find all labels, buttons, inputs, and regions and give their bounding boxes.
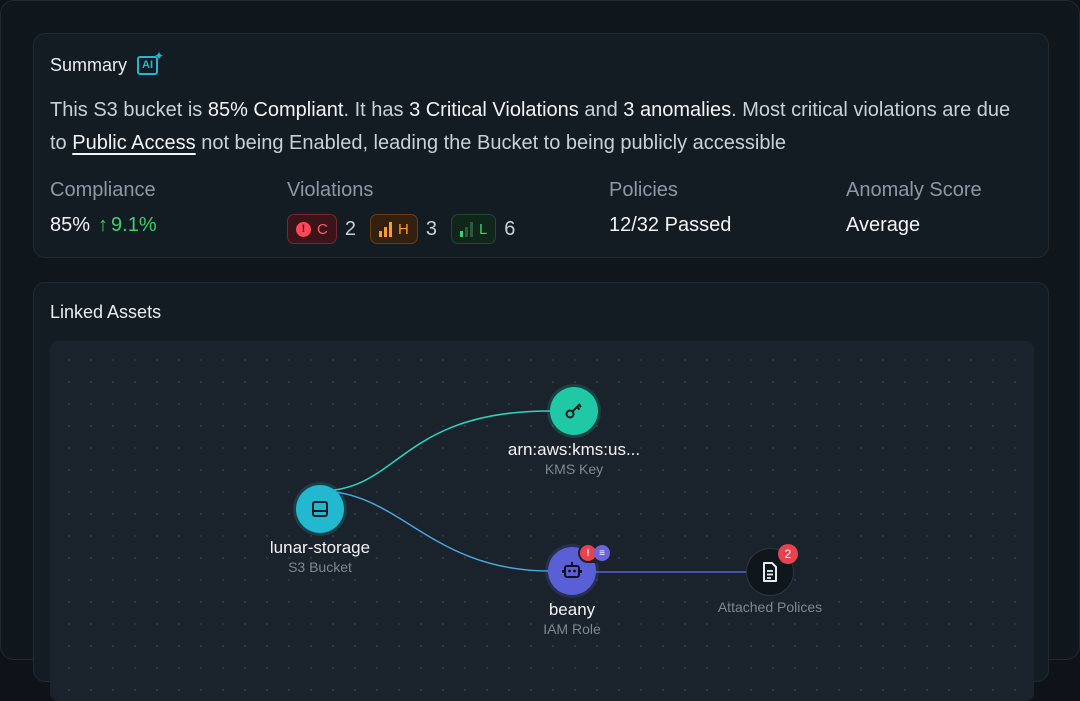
critical-severity-badge[interactable]: ! C — [287, 214, 337, 244]
iam-role-type: IAM Role — [543, 621, 601, 637]
high-severity-badge[interactable]: H — [369, 214, 418, 244]
violations-value-row: ! C 2 H 3 L 6 — [287, 214, 529, 244]
sparkle-icon: ✦ — [153, 49, 165, 63]
robot-icon — [562, 562, 582, 578]
low-severity-badge[interactable]: L — [450, 214, 497, 244]
attached-policies-label[interactable]: Attached Polices — [717, 599, 823, 615]
summary-text-part: This S3 bucket is — [50, 99, 208, 121]
arrow-up-icon: ↑ — [98, 214, 109, 236]
anomaly-icon: ≡ — [594, 545, 610, 561]
signal-bars-low-icon — [459, 221, 473, 237]
summary-text-part: not being Enabled, leading the Bucket to… — [195, 132, 787, 154]
ai-icon-text: AI — [137, 56, 159, 75]
summary-anomalies-highlight: 3 anomalies — [623, 99, 732, 121]
alert-circle-icon: ! — [296, 221, 311, 237]
kms-key-type: KMS Key — [544, 461, 604, 477]
high-count: 3 — [425, 217, 437, 240]
summary-text: This S3 bucket is 85% Compliant. It has … — [50, 94, 1030, 160]
iam-alert-badges[interactable]: ! ≡ — [578, 543, 612, 563]
summary-compliance-highlight: 85% Compliant — [207, 99, 344, 121]
anomaly-score-metric: Anomaly Score Average — [846, 179, 982, 237]
summary-card: Summary AI ✦ This S3 bucket is 85% Compl… — [33, 33, 1049, 258]
compliance-metric: Compliance 85% ↑ 9.1% — [50, 179, 157, 237]
signal-bars-high-icon — [378, 221, 392, 237]
iam-role-name[interactable]: beany — [548, 600, 596, 619]
public-access-link[interactable]: Public Access — [72, 132, 196, 154]
high-letter: H — [397, 220, 409, 238]
key-icon — [565, 403, 582, 419]
summary-text-part: . Most critical violations are due to — [50, 99, 1011, 154]
asset-graph-canvas[interactable]: lunar-storage S3 Bucket arn:aws:kms:us..… — [50, 341, 1034, 701]
edge-bucket-kms — [319, 410, 551, 492]
violations-metric: Violations ! C 2 H 3 L — [287, 179, 529, 244]
compliance-value-row: 85% ↑ 9.1% — [50, 214, 157, 237]
s3-bucket-type: S3 Bucket — [288, 559, 352, 575]
violations-label: Violations — [287, 179, 374, 201]
critical-letter: C — [317, 220, 328, 238]
linked-assets-card: Linked Assets lunar-storage S3 Bucket — [33, 282, 1049, 701]
anomaly-score-label: Anomaly Score — [846, 179, 982, 201]
policies-metric: Policies 12/32 Passed — [609, 179, 731, 237]
summary-title: Summary — [50, 54, 128, 75]
summary-header: Summary AI ✦ — [50, 49, 165, 77]
summary-violations-highlight: 3 Critical Violations — [409, 99, 579, 121]
compliance-label: Compliance — [50, 179, 156, 201]
linked-assets-title: Linked Assets — [50, 302, 162, 322]
low-letter: L — [478, 220, 488, 238]
policies-label: Policies — [609, 179, 678, 201]
s3-bucket-name[interactable]: lunar-storage — [269, 538, 371, 557]
storage-icon — [312, 501, 328, 517]
alert-icon: ! — [580, 545, 596, 561]
summary-text-part: . It has — [343, 99, 410, 121]
s3-bucket-node[interactable] — [296, 485, 344, 533]
ai-sparkle-icon[interactable]: AI ✦ — [137, 49, 165, 77]
critical-count: 2 — [344, 217, 356, 240]
summary-text-part: and — [578, 99, 624, 121]
kms-key-node[interactable] — [550, 387, 598, 435]
policies-value: 12/32 Passed — [609, 214, 732, 236]
graph-edges — [319, 410, 750, 573]
anomaly-score-value: Average — [846, 214, 921, 236]
policies-count-badge: 2 — [778, 544, 798, 564]
document-icon — [763, 562, 777, 582]
compliance-value: 85% — [50, 214, 91, 236]
edge-bucket-iam — [319, 490, 551, 572]
compliance-trend: ↑ 9.1% — [98, 214, 157, 237]
low-count: 6 — [504, 217, 516, 240]
kms-key-name[interactable]: arn:aws:kms:us... — [507, 440, 641, 459]
compliance-trend-value: 9.1% — [111, 214, 157, 236]
